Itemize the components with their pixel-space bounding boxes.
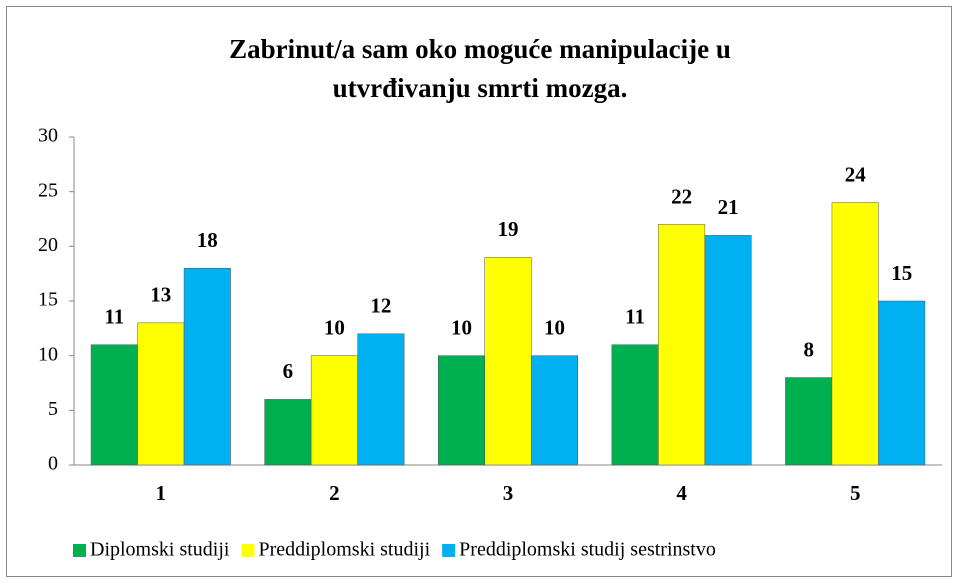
legend-swatch	[442, 544, 456, 557]
x-tick-label: 3	[503, 481, 514, 505]
x-tick-label: 2	[329, 481, 340, 505]
bar	[264, 399, 312, 466]
value-label: 21	[718, 195, 739, 219]
y-tick-label: 10	[38, 343, 58, 365]
bar	[357, 333, 405, 466]
bar	[438, 355, 485, 466]
legend-swatch	[73, 544, 86, 557]
y-tick-label: 20	[38, 234, 58, 256]
legend-label: Preddiplomski studiji	[258, 539, 430, 561]
value-label: 22	[671, 184, 692, 208]
legend-label: Preddiplomski studij sestrinstvo	[459, 539, 716, 561]
value-label: 11	[625, 305, 645, 329]
chart-border	[6, 6, 952, 577]
bar	[310, 355, 358, 466]
chart-title: Zabrinut/a sam oko moguće manipulacije u	[229, 34, 731, 64]
y-tick-label: 5	[48, 398, 58, 420]
x-tick-label: 5	[850, 481, 861, 505]
value-label: 11	[104, 305, 124, 329]
y-tick-label: 15	[38, 289, 58, 311]
value-label: 10	[324, 315, 345, 339]
legend-label: Diplomski studiji	[90, 539, 230, 561]
value-label: 19	[498, 217, 519, 241]
bar	[658, 224, 706, 466]
bar	[611, 344, 659, 466]
value-label: 8	[803, 337, 814, 361]
bar	[878, 300, 926, 466]
y-tick-label: 0	[48, 453, 58, 475]
legend-swatch	[241, 544, 255, 557]
bar	[831, 202, 879, 466]
value-label: 10	[451, 315, 472, 339]
bar	[137, 322, 185, 466]
bar	[90, 344, 138, 466]
value-label: 24	[845, 162, 867, 186]
x-tick-label: 1	[156, 481, 167, 505]
value-label: 6	[283, 359, 294, 383]
y-tick-label: 25	[38, 179, 58, 201]
bar	[531, 355, 578, 466]
chart-title: utvrđivanju smrti mozga.	[333, 73, 628, 103]
bar	[183, 267, 231, 466]
bar	[785, 377, 833, 466]
value-label: 18	[197, 228, 218, 252]
bar	[484, 257, 532, 466]
value-label: 10	[544, 315, 565, 339]
value-label: 13	[150, 283, 171, 307]
value-label: 15	[891, 261, 912, 285]
x-tick-label: 4	[676, 481, 687, 505]
bar	[704, 235, 752, 466]
y-tick-label: 30	[38, 125, 58, 147]
value-label: 12	[370, 294, 391, 318]
